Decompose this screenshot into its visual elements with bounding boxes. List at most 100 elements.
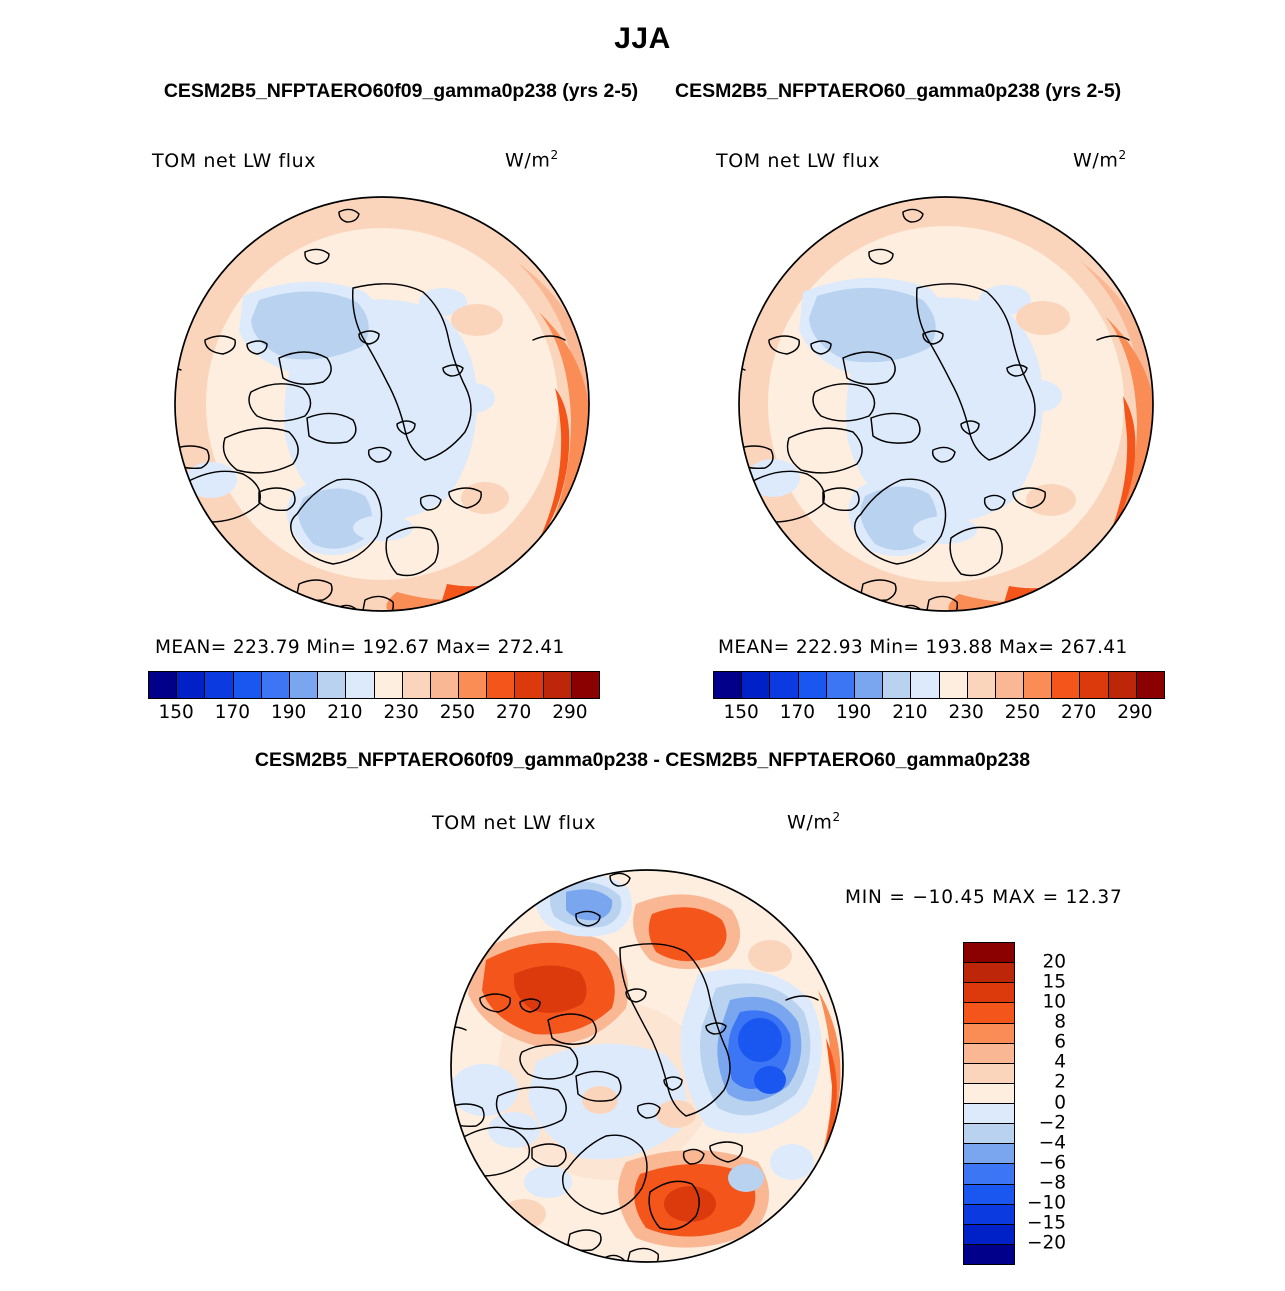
colorbar-cell xyxy=(742,672,771,698)
colorbar-tick-label: 190 xyxy=(270,702,307,723)
variable-label-diff: TOM net LW flux xyxy=(432,812,597,834)
colorbar-cell xyxy=(543,672,572,698)
colorbar-cell xyxy=(995,672,1025,698)
panel-difference: TOM net LW flux W/m2 MIN = −10.45 MAX = … xyxy=(0,790,1285,1291)
units-label-right: W/m2 xyxy=(1073,148,1127,172)
colorbar-cell xyxy=(964,1224,1014,1245)
map-fill-top-right xyxy=(739,197,1153,611)
colorbar-tick-label: −4 xyxy=(1038,1132,1066,1154)
colorbar-cell xyxy=(374,672,403,698)
colorbar-tick-label: 10 xyxy=(1042,991,1066,1013)
colorbar-tick-label: −6 xyxy=(1038,1152,1066,1174)
colorbar-tick-label: 170 xyxy=(779,702,816,723)
colorbar-cell xyxy=(1052,672,1081,698)
colorbar-cell xyxy=(964,1023,1014,1044)
colorbar-cell xyxy=(964,1244,1014,1264)
colorbar-labels-difference: 20 15 10 8 6 4 2 0 −2 −4 −6 −8 −10 −15 −20 xyxy=(1018,942,1078,1263)
colorbar-cell xyxy=(798,672,827,698)
colorbar-cell xyxy=(233,672,262,698)
variable-label-right: TOM net LW flux xyxy=(716,150,881,172)
map-fill-top-left xyxy=(175,197,589,611)
colorbar-cell xyxy=(261,672,290,698)
units-label-left: W/m2 xyxy=(505,148,559,172)
stats-top-left: MEAN= 223.79 Min= 192.67 Max= 272.41 xyxy=(155,637,565,658)
colorbar-tick-label: 8 xyxy=(1054,1011,1066,1033)
colorbar-tick-label: 2 xyxy=(1054,1071,1066,1093)
colorbar-cell xyxy=(826,672,855,698)
colorbar-labels-top-right: 150 170 190 210 230 250 270 290 xyxy=(713,702,1163,726)
colorbar-cell xyxy=(459,672,488,698)
colorbar-tick-label: 15 xyxy=(1042,971,1066,993)
colorbar-cell xyxy=(289,672,319,698)
colorbar-cell xyxy=(964,983,1014,1004)
colorbar-tick-label: 6 xyxy=(1054,1031,1066,1053)
colorbar-cell xyxy=(964,1144,1014,1165)
colorbar-tick-label: 230 xyxy=(948,702,984,723)
colorbar-tick-label: 150 xyxy=(723,702,759,723)
colorbar-tick-label: −2 xyxy=(1038,1112,1066,1134)
colorbar-tick-label: −10 xyxy=(1026,1192,1066,1214)
colorbar-cell xyxy=(964,1063,1014,1084)
colorbar-cell xyxy=(714,672,743,698)
colorbar-tick-label: 20 xyxy=(1042,951,1066,973)
colorbar-tick-label: 210 xyxy=(327,702,363,723)
colorbar-tick-label: 270 xyxy=(1060,702,1097,723)
colorbar-tick-label: 230 xyxy=(383,702,419,723)
colorbar-cell xyxy=(487,672,516,698)
colorbar-cell xyxy=(964,1003,1014,1024)
colorbar-tick-label: 250 xyxy=(1004,702,1041,723)
colorbar-top-left[interactable] xyxy=(148,671,600,699)
colorbar-tick-label: 0 xyxy=(1054,1092,1066,1113)
colorbar-cell xyxy=(1108,672,1137,698)
coastlines-top-left xyxy=(175,208,566,611)
colorbar-cell xyxy=(964,1204,1014,1225)
colorbar-tick-label: −8 xyxy=(1038,1172,1066,1194)
colorbar-cell xyxy=(346,672,375,698)
case-subtitle-row: CESM2B5_NFPTAERO60f09_gamma0p238 (yrs 2-… xyxy=(0,80,1285,103)
units-label-diff: W/m2 xyxy=(787,810,841,834)
map-top-right xyxy=(738,196,1154,612)
colorbar-cell xyxy=(967,672,996,698)
map-boundary-difference xyxy=(450,869,844,1263)
colorbar-cell xyxy=(964,1184,1014,1205)
colorbar-cell xyxy=(964,1164,1014,1185)
panel-top-right: TOM net LW flux W/m2 xyxy=(570,0,1210,740)
map-top-left xyxy=(174,196,590,612)
colorbar-cell xyxy=(964,963,1014,984)
variable-label-left: TOM net LW flux xyxy=(152,150,317,172)
colorbar-cell xyxy=(770,672,799,698)
colorbar-cell xyxy=(964,1104,1014,1125)
colorbar-cell xyxy=(939,672,968,698)
colorbar-tick-label: 290 xyxy=(1117,702,1153,723)
colorbar-cell xyxy=(964,1083,1014,1104)
colorbar-cell xyxy=(515,672,544,698)
colorbar-tick-label: 210 xyxy=(892,702,928,723)
stats-top-right: MEAN= 222.93 Min= 193.88 Max= 267.41 xyxy=(718,637,1128,658)
colorbar-cell xyxy=(964,1124,1014,1145)
colorbar-tick-label: 270 xyxy=(495,702,532,723)
colorbar-cell xyxy=(402,672,431,698)
case-label-right: CESM2B5_NFPTAERO60_gamma0p238 (yrs 2-5) xyxy=(675,80,1122,102)
colorbar-tick-label: −20 xyxy=(1026,1232,1066,1254)
colorbar-top-right[interactable] xyxy=(713,671,1165,699)
map-boundary-top-left xyxy=(174,196,590,612)
colorbar-cell xyxy=(177,672,206,698)
colorbar-cell xyxy=(1136,672,1164,698)
colorbar-cell xyxy=(1080,672,1109,698)
minmax-diff: MIN = −10.45 MAX = 12.37 xyxy=(845,887,1123,908)
colorbar-cell xyxy=(854,672,884,698)
colorbar-cell xyxy=(430,672,460,698)
colorbar-cell xyxy=(205,672,234,698)
colorbar-cell xyxy=(883,672,912,698)
map-fill-difference xyxy=(451,870,843,1262)
colorbar-cell xyxy=(911,672,940,698)
colorbar-tick-label: 290 xyxy=(552,702,588,723)
colorbar-difference[interactable] xyxy=(963,942,1015,1265)
colorbar-tick-label: 190 xyxy=(835,702,872,723)
colorbar-tick-label: 170 xyxy=(214,702,251,723)
colorbar-cell xyxy=(149,672,178,698)
colorbar-tick-label: 150 xyxy=(158,702,194,723)
map-difference xyxy=(450,869,844,1263)
case-label-left: CESM2B5_NFPTAERO60f09_gamma0p238 (yrs 2-… xyxy=(163,80,639,102)
